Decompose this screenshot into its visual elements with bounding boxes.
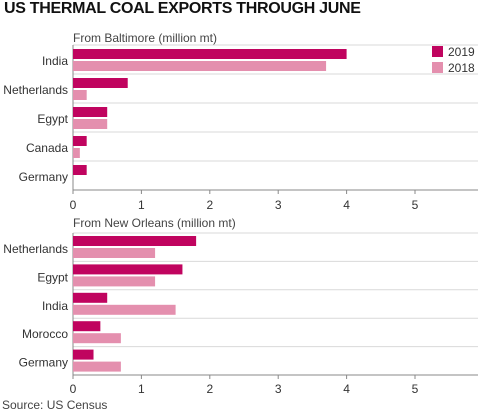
chart-subtitle: From Baltimore (million mt) xyxy=(73,31,217,45)
bar-2018 xyxy=(73,119,108,129)
bar-2019 xyxy=(73,165,87,175)
bar-2019 xyxy=(73,136,87,146)
bar-2018 xyxy=(73,333,121,344)
category-label: India xyxy=(42,54,68,68)
bar-2018 xyxy=(73,276,156,287)
x-tick-label: 5 xyxy=(412,198,419,212)
category-label: Morocco xyxy=(22,327,68,341)
chart-subtitle: From New Orleans (million mt) xyxy=(73,216,236,230)
chart-title: US THERMAL COAL EXPORTS THROUGH JUNE xyxy=(4,0,361,17)
bar-2019 xyxy=(73,107,108,117)
bar-2019 xyxy=(73,292,108,303)
bar-2018 xyxy=(73,61,327,71)
bar-2018 xyxy=(73,148,80,158)
category-label: Netherlands xyxy=(3,83,68,97)
bar-2018 xyxy=(73,90,87,100)
x-tick-label: 4 xyxy=(343,382,350,396)
category-label: Germany xyxy=(19,170,68,184)
x-tick-label: 5 xyxy=(412,382,419,396)
bar-2019 xyxy=(73,49,347,59)
category-label: Canada xyxy=(26,141,68,155)
bar-2018 xyxy=(73,248,156,258)
bar-2019 xyxy=(73,236,197,246)
x-tick-label: 1 xyxy=(138,198,145,212)
x-tick-label: 2 xyxy=(206,382,213,396)
x-tick-label: 0 xyxy=(70,382,77,396)
bar-2018 xyxy=(73,304,176,315)
bar-2019 xyxy=(73,264,183,275)
legend-label-2018: 2018 xyxy=(448,61,475,75)
legend-swatch-2018 xyxy=(432,62,443,73)
category-label: India xyxy=(42,299,68,313)
category-label: Egypt xyxy=(37,270,68,284)
x-tick-label: 0 xyxy=(70,198,77,212)
source-note: Source: US Census xyxy=(2,398,108,412)
category-label: Germany xyxy=(19,356,68,370)
category-label: Netherlands xyxy=(3,242,68,256)
x-tick-label: 1 xyxy=(138,382,145,396)
x-tick-label: 4 xyxy=(343,198,350,212)
x-tick-label: 3 xyxy=(275,382,282,396)
bar-2018 xyxy=(73,361,121,372)
legend-swatch-2019 xyxy=(432,46,443,57)
x-tick-label: 2 xyxy=(206,198,213,212)
bar-2019 xyxy=(73,349,94,360)
legend-label-2019: 2019 xyxy=(448,45,475,59)
x-tick-label: 3 xyxy=(275,198,282,212)
bar-2019 xyxy=(73,321,101,332)
category-label: Egypt xyxy=(37,112,68,126)
bar-2019 xyxy=(73,78,128,88)
